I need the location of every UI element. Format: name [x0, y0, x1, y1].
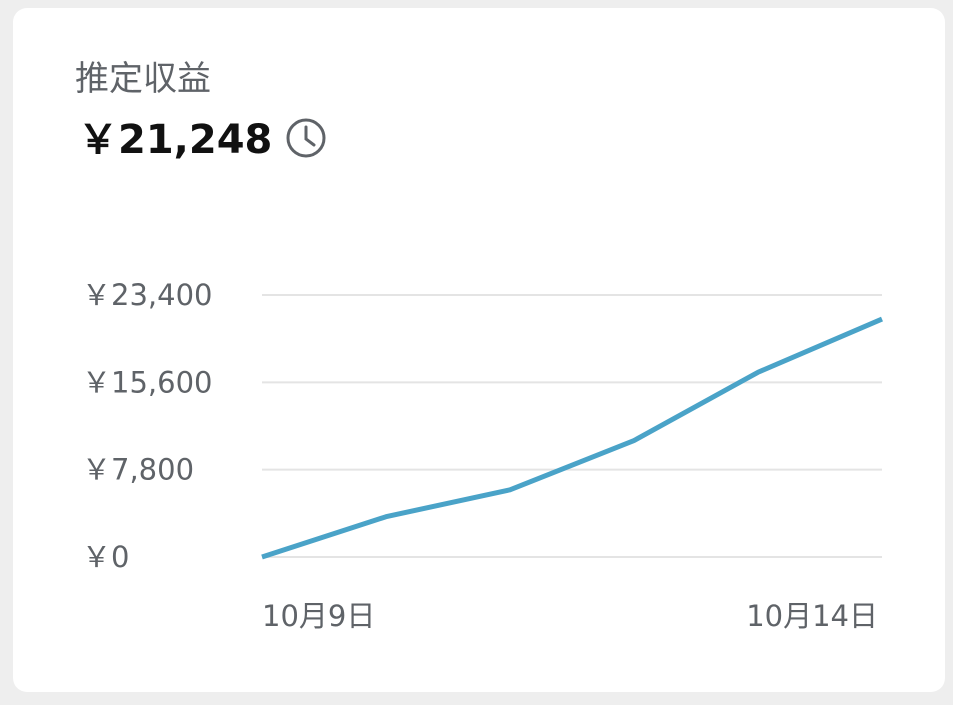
x-tick-label: 10月9日	[262, 599, 375, 633]
earnings-card	[13, 8, 945, 692]
y-tick-label: ￥7,800	[82, 453, 194, 487]
clock-icon	[286, 118, 326, 158]
earnings-amount: ￥21,248	[78, 117, 272, 163]
y-tick-label: ￥15,600	[82, 365, 212, 399]
x-tick-label: 10月14日	[746, 599, 878, 633]
y-tick-label: ￥0	[82, 540, 129, 574]
y-tick-label: ￥23,400	[82, 278, 212, 312]
card-title: 推定収益	[75, 59, 211, 99]
data-line	[261, 316, 883, 560]
